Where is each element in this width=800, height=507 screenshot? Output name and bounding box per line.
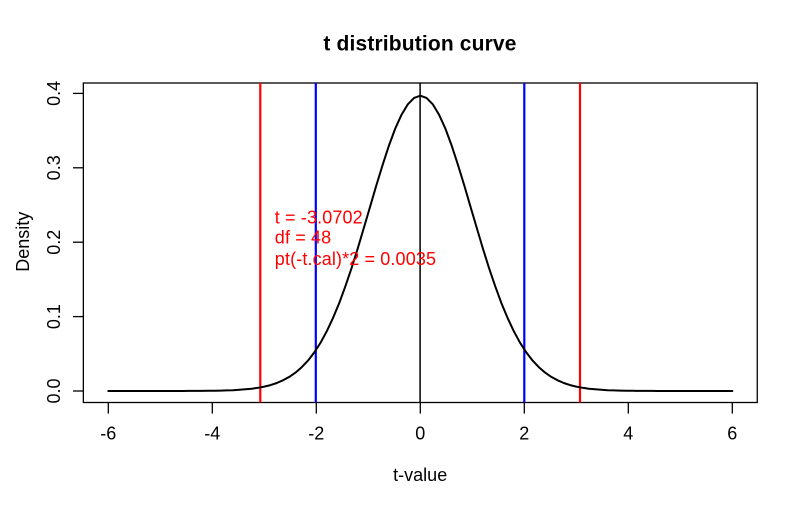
svg-text:Density: Density	[13, 212, 33, 272]
svg-text:6: 6	[727, 424, 737, 444]
svg-text:df = 48: df = 48	[275, 227, 331, 247]
svg-text:0.0: 0.0	[44, 378, 64, 403]
svg-text:0.1: 0.1	[44, 304, 64, 329]
svg-text:2: 2	[519, 424, 529, 444]
svg-text:0.2: 0.2	[44, 230, 64, 255]
svg-text:-4: -4	[204, 424, 220, 444]
svg-text:t-value: t-value	[393, 465, 447, 485]
svg-text:4: 4	[623, 424, 633, 444]
svg-text:0.4: 0.4	[44, 81, 64, 106]
svg-text:t distribution curve: t distribution curve	[323, 32, 516, 55]
svg-text:t = -3.0702: t = -3.0702	[275, 208, 363, 228]
svg-text:0.3: 0.3	[44, 155, 64, 180]
svg-text:-6: -6	[100, 424, 116, 444]
svg-text:-2: -2	[308, 424, 324, 444]
svg-text:0: 0	[415, 424, 425, 444]
svg-text:pt(-t.cal)*2 = 0.0035: pt(-t.cal)*2 = 0.0035	[275, 249, 436, 269]
